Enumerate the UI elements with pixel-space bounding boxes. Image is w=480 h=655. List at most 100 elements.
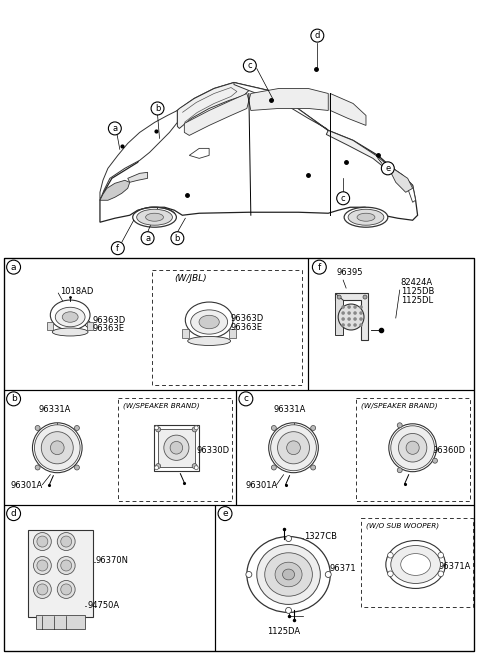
Circle shape	[111, 242, 124, 255]
Circle shape	[348, 323, 351, 327]
Circle shape	[388, 571, 393, 576]
Circle shape	[192, 464, 197, 468]
Circle shape	[353, 323, 357, 327]
Text: 96371A: 96371A	[438, 562, 471, 571]
Ellipse shape	[55, 307, 85, 327]
Text: 96301A: 96301A	[11, 481, 43, 490]
Circle shape	[341, 317, 345, 321]
Circle shape	[57, 580, 75, 599]
Ellipse shape	[199, 315, 219, 329]
Text: 96331A: 96331A	[38, 405, 71, 414]
Circle shape	[74, 426, 79, 430]
Ellipse shape	[406, 441, 419, 455]
Polygon shape	[249, 88, 328, 111]
Circle shape	[397, 468, 402, 473]
Text: 96370N: 96370N	[96, 556, 129, 565]
Text: 96363D: 96363D	[231, 314, 264, 322]
Ellipse shape	[338, 304, 364, 330]
Bar	[215, 504, 474, 651]
Circle shape	[57, 557, 75, 574]
Circle shape	[218, 506, 232, 521]
Text: 94750A: 94750A	[87, 601, 119, 610]
Circle shape	[246, 571, 252, 578]
Ellipse shape	[357, 214, 375, 221]
Text: (W/O SUB WOOPER): (W/O SUB WOOPER)	[366, 523, 439, 529]
Text: 96371: 96371	[329, 564, 356, 573]
Ellipse shape	[185, 302, 233, 338]
Ellipse shape	[164, 435, 189, 460]
Circle shape	[271, 465, 276, 470]
Bar	[154, 425, 199, 471]
Ellipse shape	[265, 553, 312, 596]
Circle shape	[194, 466, 198, 470]
Bar	[36, 616, 85, 629]
Text: (W/JBL): (W/JBL)	[174, 274, 207, 283]
Ellipse shape	[247, 536, 330, 612]
Ellipse shape	[401, 553, 431, 575]
Circle shape	[156, 464, 161, 468]
Circle shape	[311, 29, 324, 42]
Text: 96331A: 96331A	[274, 405, 306, 414]
Circle shape	[363, 295, 367, 299]
Circle shape	[432, 458, 437, 463]
Text: c: c	[248, 61, 252, 70]
Ellipse shape	[269, 422, 318, 473]
Polygon shape	[100, 111, 178, 200]
Text: f: f	[318, 263, 321, 272]
Ellipse shape	[348, 209, 384, 225]
Circle shape	[336, 192, 349, 205]
Circle shape	[141, 232, 154, 245]
Ellipse shape	[170, 441, 183, 454]
Circle shape	[312, 260, 326, 274]
Polygon shape	[234, 83, 328, 130]
Circle shape	[311, 426, 316, 430]
Ellipse shape	[62, 312, 78, 322]
Circle shape	[61, 584, 72, 595]
Polygon shape	[189, 149, 209, 159]
Ellipse shape	[344, 207, 388, 227]
Text: 96363E: 96363E	[92, 324, 124, 333]
Ellipse shape	[132, 207, 176, 227]
Ellipse shape	[391, 546, 441, 584]
Text: a: a	[112, 124, 118, 133]
Ellipse shape	[137, 209, 172, 225]
Bar	[4, 390, 236, 504]
Circle shape	[37, 536, 48, 547]
Circle shape	[341, 323, 345, 327]
Polygon shape	[178, 83, 249, 128]
Circle shape	[7, 260, 21, 274]
Circle shape	[37, 560, 48, 571]
Circle shape	[239, 392, 253, 406]
Ellipse shape	[391, 426, 434, 470]
Circle shape	[359, 311, 363, 315]
Bar	[361, 517, 473, 607]
Text: 1125DL: 1125DL	[401, 296, 433, 305]
Bar	[356, 398, 470, 500]
Bar	[236, 390, 474, 504]
Circle shape	[359, 317, 363, 321]
Ellipse shape	[188, 337, 230, 345]
Bar	[309, 258, 474, 390]
Polygon shape	[391, 168, 413, 193]
Text: 1125DA: 1125DA	[267, 627, 300, 636]
Text: d: d	[11, 509, 16, 518]
Bar	[4, 258, 309, 390]
Ellipse shape	[33, 422, 82, 473]
Circle shape	[155, 426, 158, 430]
Circle shape	[359, 323, 363, 327]
Circle shape	[397, 422, 402, 428]
Circle shape	[61, 560, 72, 571]
Text: 96330D: 96330D	[196, 446, 229, 455]
Circle shape	[348, 317, 351, 321]
Text: (W/SPEAKER BRAND): (W/SPEAKER BRAND)	[123, 403, 199, 409]
Circle shape	[156, 427, 161, 432]
Circle shape	[359, 305, 363, 309]
Text: 1327CB: 1327CB	[304, 532, 337, 541]
Circle shape	[34, 580, 51, 599]
Bar	[182, 329, 189, 338]
Bar	[4, 258, 474, 651]
Bar	[157, 429, 195, 466]
Circle shape	[438, 571, 444, 576]
Ellipse shape	[50, 300, 90, 330]
Text: (W/SPEAKER BRAND): (W/SPEAKER BRAND)	[361, 403, 438, 409]
